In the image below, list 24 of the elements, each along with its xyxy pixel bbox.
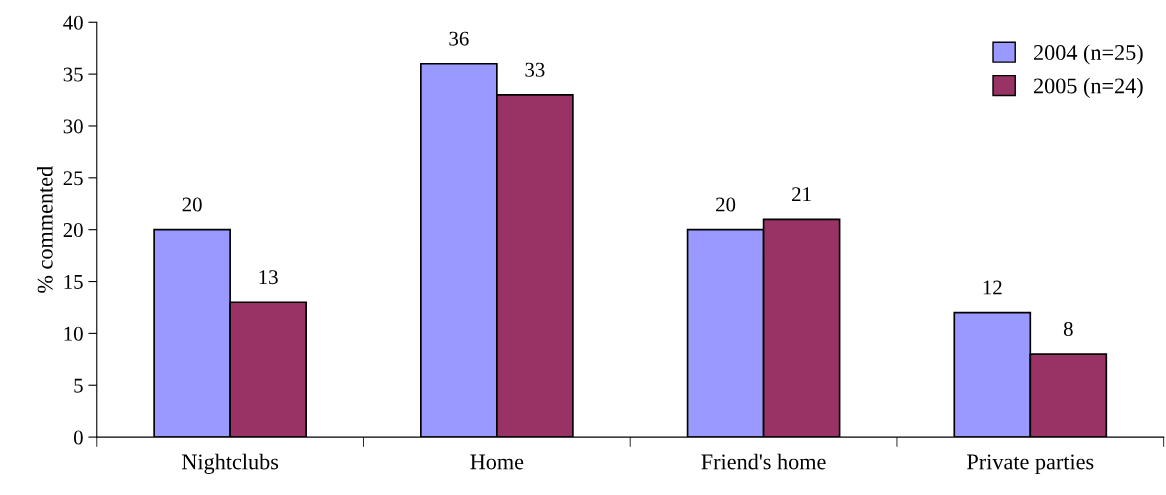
y-tick-label: 0: [73, 430, 83, 445]
y-tick-label: 20: [63, 223, 83, 238]
x-tick-label: Home: [470, 454, 524, 470]
y-tick-label: 15: [64, 275, 83, 289]
y-tick-label: 30: [63, 119, 83, 134]
y-tick-label: 35: [63, 67, 83, 82]
data-label: 21: [792, 187, 811, 201]
y-axis-title: % commented: [37, 166, 53, 293]
x-tick-label: Friend's home: [701, 453, 826, 470]
data-label: 20: [182, 197, 202, 212]
y-tick-label: 40: [63, 15, 83, 30]
y-tick-label: 25: [63, 171, 83, 186]
y-tick-label: 10: [64, 326, 83, 341]
legend-label: 2005 (n=24): [1033, 77, 1143, 98]
data-label: 33: [525, 62, 545, 77]
x-tick-label: Nightclubs: [182, 453, 279, 474]
data-label: 36: [449, 31, 469, 46]
data-label: 12: [983, 280, 1002, 295]
data-label: 13: [259, 270, 278, 285]
y-tick-label: 5: [74, 378, 83, 393]
x-tick-label: Private parties: [967, 454, 1094, 474]
legend-label: 2004 (n=25): [1033, 44, 1143, 65]
data-label: 8: [1063, 321, 1073, 336]
data-label: 20: [716, 197, 736, 212]
